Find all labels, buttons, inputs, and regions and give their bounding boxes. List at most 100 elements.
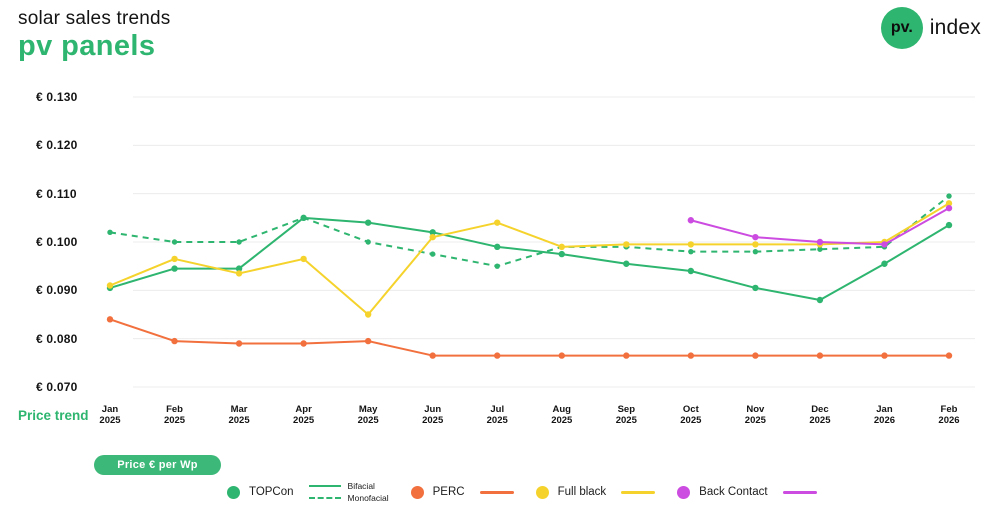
data-point-topcon-monofacial[interactable]: [429, 251, 436, 257]
page-title: pv panels: [18, 30, 156, 62]
data-point-topcon-bifacial[interactable]: [623, 260, 630, 267]
data-point-full-black[interactable]: [752, 241, 759, 248]
x-tick-label: Jul 2025: [486, 404, 508, 427]
full-black-color-dot-icon: [535, 485, 549, 499]
legend-label-full-black: Full black: [557, 486, 607, 498]
data-point-topcon-monofacial[interactable]: [365, 239, 371, 245]
data-point-full-black[interactable]: [558, 243, 565, 251]
data-point-topcon-monofacial[interactable]: [494, 263, 500, 269]
x-tick-label: Sep 2025: [615, 404, 637, 427]
price-trend-chart: [106, 96, 975, 388]
x-tick-label: Oct 2025: [680, 404, 702, 427]
series-line-topcon-bifacial: [109, 216, 950, 301]
data-point-perc[interactable]: [429, 352, 436, 359]
data-point-topcon-bifacial[interactable]: [687, 267, 695, 275]
data-point-back-contact[interactable]: [881, 241, 888, 248]
data-point-full-black[interactable]: [235, 270, 243, 277]
price-trend-label: Price trend: [18, 408, 89, 423]
x-tick-label: Jun 2025: [422, 404, 444, 427]
data-point-full-black[interactable]: [945, 200, 953, 207]
legend-label-topcon: TOPCon: [249, 486, 294, 498]
y-tick-label: € 0.130: [36, 90, 78, 104]
data-point-topcon-bifacial[interactable]: [171, 265, 178, 272]
x-tick-label: Nov 2025: [744, 404, 766, 427]
x-tick-label: Apr 2025: [293, 404, 315, 427]
data-point-perc[interactable]: [235, 340, 243, 347]
data-point-topcon-bifacial[interactable]: [816, 296, 824, 304]
data-point-perc[interactable]: [816, 352, 824, 359]
x-tick-label: Feb 2025: [163, 404, 186, 427]
price-per-wp-button[interactable]: Price € per Wp: [94, 455, 221, 475]
pv-index-logo[interactable]: pv. index: [880, 7, 981, 49]
data-point-perc[interactable]: [171, 337, 178, 345]
data-point-topcon-bifacial[interactable]: [364, 219, 372, 226]
data-point-topcon-bifacial[interactable]: [494, 243, 501, 251]
data-point-topcon-monofacial[interactable]: [688, 248, 694, 255]
data-point-perc[interactable]: [945, 352, 953, 359]
y-tick-label: € 0.100: [36, 235, 78, 249]
pv-logo-icon: pv.: [880, 7, 923, 49]
data-point-topcon-monofacial[interactable]: [107, 229, 113, 236]
data-point-topcon-monofacial[interactable]: [946, 193, 952, 199]
data-point-topcon-monofacial[interactable]: [300, 215, 307, 221]
data-point-topcon-monofacial[interactable]: [171, 239, 178, 245]
data-point-back-contact[interactable]: [752, 233, 759, 241]
y-tick-label: € 0.080: [36, 331, 78, 346]
data-point-topcon-monofacial[interactable]: [752, 248, 759, 255]
x-tick-label: Jan 2026: [873, 404, 896, 427]
data-point-full-black[interactable]: [106, 282, 114, 289]
data-point-perc[interactable]: [494, 352, 501, 359]
y-tick-label: € 0.090: [36, 283, 78, 298]
topcon-color-dot-icon: [227, 485, 240, 499]
data-point-full-black[interactable]: [623, 241, 630, 248]
series-line-perc: [109, 318, 949, 357]
y-tick-label: € 0.120: [36, 138, 78, 153]
x-tick-label: Jan 2025: [99, 404, 121, 427]
y-tick-label: € 0.110: [36, 186, 77, 201]
legend-item-topcon[interactable]: TOPCon Bifacial Monofacial: [227, 482, 389, 502]
data-point-full-black[interactable]: [429, 233, 436, 241]
legend-label-back-contact: Back Contact: [699, 486, 768, 498]
data-point-perc[interactable]: [300, 340, 307, 347]
data-point-topcon-bifacial[interactable]: [558, 250, 565, 258]
data-point-perc[interactable]: [106, 316, 114, 323]
data-point-topcon-monofacial[interactable]: [236, 239, 242, 245]
data-point-perc[interactable]: [881, 352, 888, 359]
series-line-full-black: [109, 202, 950, 316]
legend-label-perc: PERC: [432, 486, 465, 498]
data-point-perc[interactable]: [558, 352, 565, 359]
data-point-full-black[interactable]: [494, 219, 501, 226]
x-tick-label: Dec 2025: [809, 404, 831, 427]
x-tick-label: May 2025: [357, 404, 379, 427]
data-point-topcon-bifacial[interactable]: [752, 284, 759, 292]
full-black-line-sample-icon: [621, 490, 656, 494]
legend-item-full-black[interactable]: Full black: [535, 485, 656, 499]
data-point-topcon-bifacial[interactable]: [881, 260, 888, 267]
series-line-topcon-monofacial: [109, 195, 950, 268]
data-point-perc[interactable]: [752, 352, 759, 359]
x-tick-label: Feb 2026: [938, 404, 960, 427]
data-point-back-contact[interactable]: [687, 217, 695, 224]
data-point-perc[interactable]: [623, 352, 630, 359]
legend-label-bifacial: Bifacial: [347, 481, 375, 491]
data-point-topcon-bifacial[interactable]: [945, 221, 953, 229]
data-point-full-black[interactable]: [300, 255, 307, 263]
perc-color-dot-icon: [410, 485, 424, 499]
legend-item-perc[interactable]: PERC: [410, 485, 514, 499]
data-point-full-black[interactable]: [171, 255, 178, 263]
data-point-perc[interactable]: [687, 352, 695, 359]
data-point-perc[interactable]: [364, 337, 372, 345]
page-subtitle: solar sales trends: [18, 8, 171, 29]
data-point-back-contact[interactable]: [816, 238, 824, 246]
logo-wordmark: index: [929, 16, 981, 39]
x-tick-label: Mar 2025: [228, 404, 250, 427]
back-contact-line-sample-icon: [782, 490, 817, 494]
bifacial-line-sample-icon: [308, 485, 341, 488]
data-point-full-black[interactable]: [364, 311, 372, 318]
perc-line-sample-icon: [479, 490, 514, 494]
x-tick-label: Aug 2025: [551, 404, 573, 427]
legend-item-back-contact[interactable]: Back Contact: [677, 485, 817, 499]
data-point-full-black[interactable]: [687, 241, 695, 248]
data-point-back-contact[interactable]: [945, 204, 953, 212]
